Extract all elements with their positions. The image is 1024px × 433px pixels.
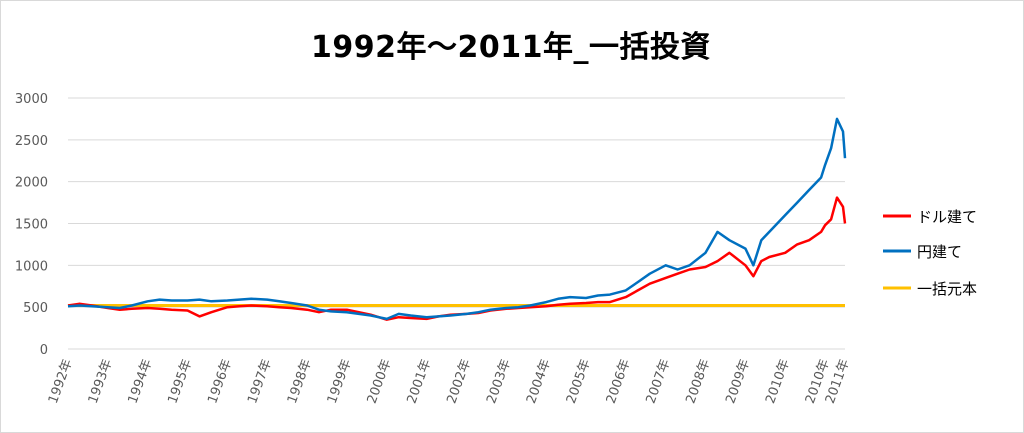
legend-label: ドル建て: [917, 208, 977, 226]
x-tick-label: 1995年: [165, 357, 195, 405]
x-tick-label: 2003年: [484, 357, 514, 405]
gridlines: [68, 97, 845, 350]
legend-label: 一括元本: [917, 280, 977, 298]
x-tick-label: 2005年: [564, 357, 594, 405]
x-tick-label: 2007年: [644, 357, 674, 405]
x-tick-label: 1993年: [86, 357, 116, 405]
y-tick-label: 2000: [15, 176, 48, 191]
x-tick-label: 2006年: [604, 357, 634, 405]
legend-label: 円建て: [917, 243, 962, 261]
x-tick-label: 2002年: [444, 357, 474, 405]
y-axis-ticks: 0 500 1000 1500 2000 2500 3000: [15, 92, 48, 358]
x-tick-label: 1998年: [285, 357, 315, 405]
x-tick-label: 2008年: [683, 357, 713, 405]
x-tick-label: 2004年: [524, 357, 554, 405]
y-tick-label: 500: [23, 301, 48, 316]
x-axis-ticks: 1992年 1993年 1994年 1995年 1996年 1997年 1998年 1999年…: [46, 357, 853, 405]
x-tick-label: 2010年: [763, 357, 793, 405]
series-lines: [67, 117, 847, 321]
x-tick-label: 2001年: [405, 357, 435, 405]
x-tick-label: 1999年: [325, 357, 355, 405]
x-tick-label: 2000年: [365, 357, 395, 405]
x-tick-label: 1992年: [46, 357, 76, 405]
y-tick-label: 3000: [15, 92, 48, 107]
y-tick-label: 1000: [15, 259, 48, 274]
series-line-1: [67, 117, 847, 321]
x-tick-label: 1994年: [126, 357, 156, 405]
chart-title: 1992年～2011年_一括投資: [311, 30, 711, 65]
x-tick-label: 2009年: [723, 357, 753, 405]
y-tick-label: 0: [40, 343, 48, 358]
x-tick-label: 1997年: [245, 357, 275, 405]
x-tick-label: 1996年: [205, 357, 235, 405]
y-tick-label: 1500: [15, 218, 48, 233]
y-tick-label: 2500: [15, 134, 48, 149]
